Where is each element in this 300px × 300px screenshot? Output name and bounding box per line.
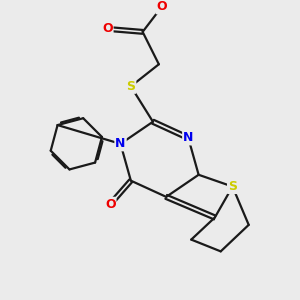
Text: O: O (102, 22, 112, 35)
Text: N: N (115, 137, 126, 150)
Text: S: S (228, 180, 237, 193)
Text: O: O (105, 198, 116, 211)
Text: N: N (183, 131, 194, 144)
Text: S: S (126, 80, 135, 93)
Text: O: O (157, 0, 167, 13)
